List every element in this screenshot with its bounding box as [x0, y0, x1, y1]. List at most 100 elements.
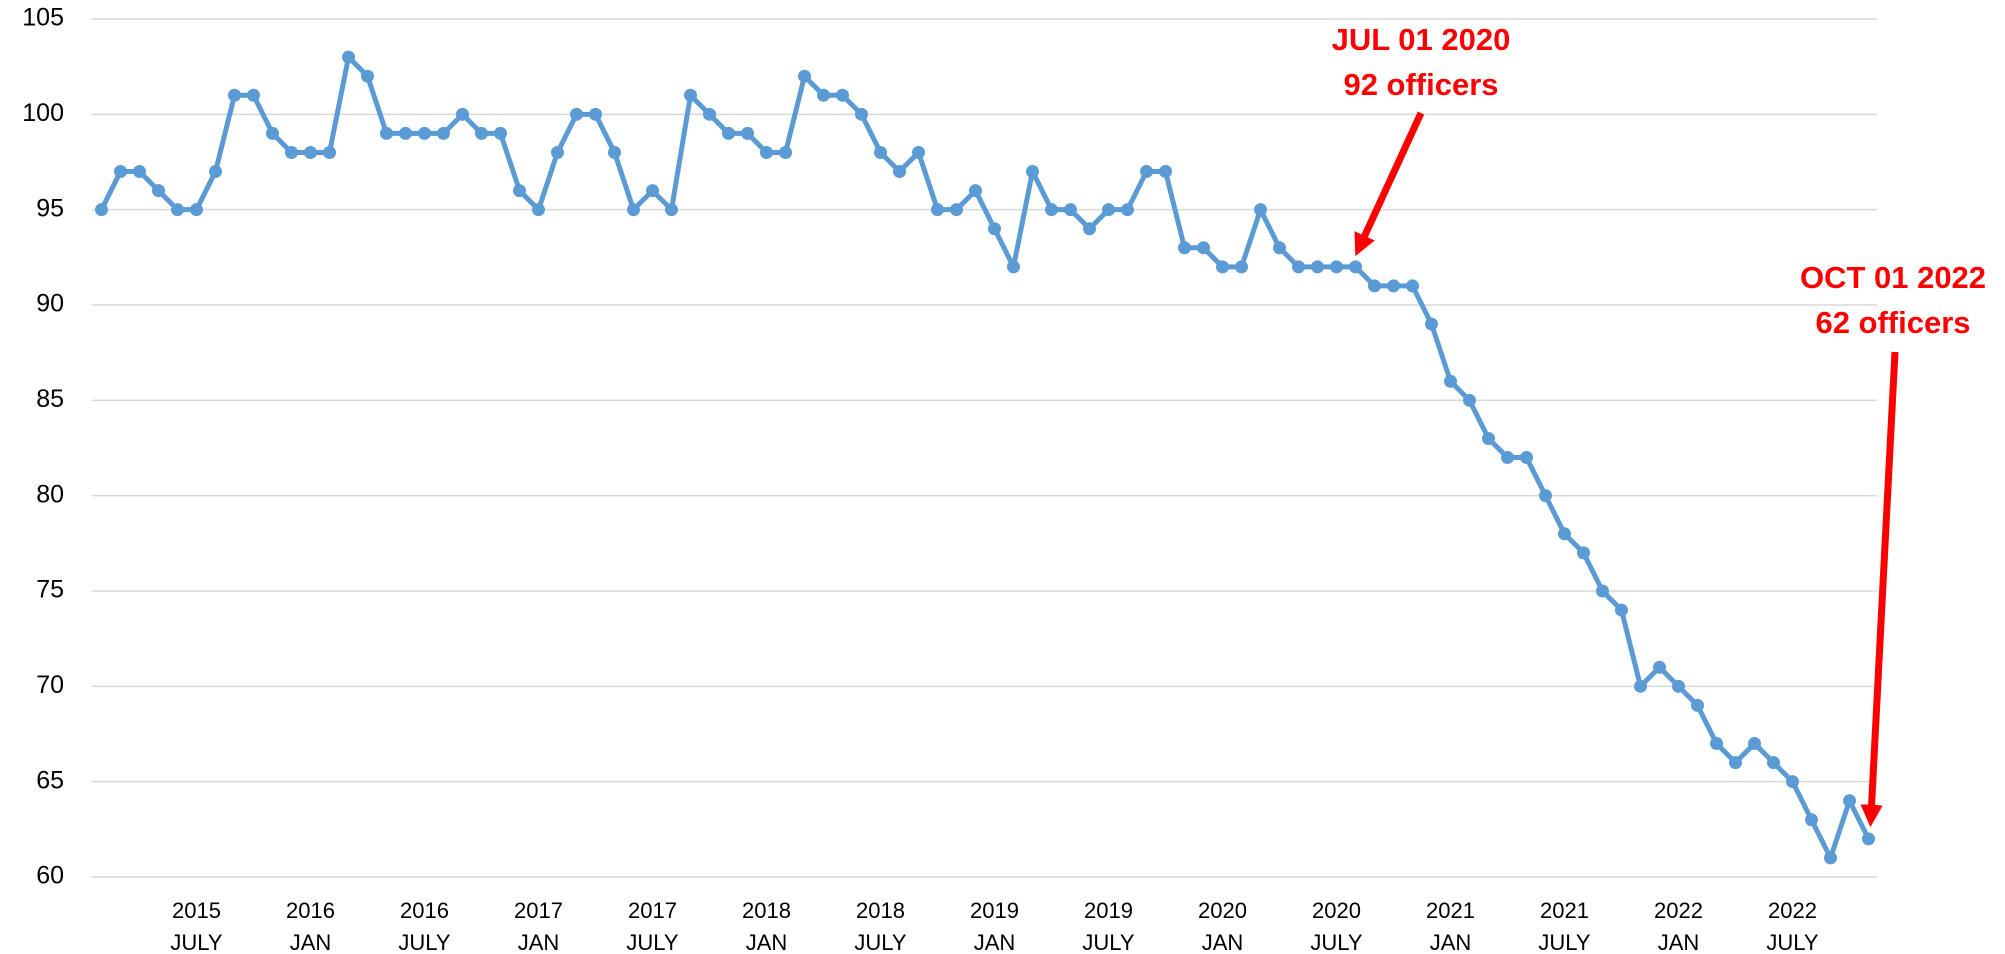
data-point [247, 88, 260, 102]
data-point [1406, 279, 1419, 293]
data-point [874, 145, 887, 159]
x-tick-month: JAN [518, 930, 560, 954]
data-point [665, 203, 678, 217]
data-point [1159, 165, 1172, 179]
data-point [1425, 317, 1438, 331]
data-point [893, 165, 906, 179]
data-point [532, 203, 545, 217]
data-point [931, 203, 944, 217]
data-point [1064, 203, 1077, 217]
y-tick-label: 100 [22, 99, 64, 127]
x-tick-year: 2018 [856, 898, 905, 923]
data-point [1482, 431, 1495, 445]
data-point [152, 184, 165, 198]
data-point [513, 184, 526, 198]
x-tick-month: JULY [1538, 930, 1590, 954]
data-point [1501, 451, 1514, 465]
data-point [228, 88, 241, 102]
data-point [342, 50, 355, 64]
data-point [760, 145, 773, 159]
y-tick-label: 70 [36, 671, 64, 699]
data-point [190, 203, 203, 217]
x-tick-month: JULY [398, 930, 450, 954]
data-point [1615, 603, 1628, 617]
x-tick-year: 2016 [400, 898, 449, 923]
x-tick-year: 2021 [1540, 898, 1589, 923]
x-tick-year: 2018 [742, 898, 791, 923]
data-point [1729, 756, 1742, 770]
x-tick-year: 2019 [1084, 898, 1133, 923]
x-tick-month: JULY [626, 930, 678, 954]
data-point [456, 107, 469, 121]
x-tick-year: 2017 [628, 898, 677, 923]
data-point [741, 126, 754, 140]
x-tick-year: 2022 [1768, 898, 1817, 923]
x-tick-month: JULY [1082, 930, 1134, 954]
data-point [798, 69, 811, 83]
data-point [1216, 260, 1229, 274]
data-point [1805, 813, 1818, 827]
y-tick-label: 90 [36, 290, 64, 318]
data-point [1539, 489, 1552, 503]
annotation-text: JUL 01 2020 [1332, 22, 1511, 57]
data-point [570, 107, 583, 121]
data-point [855, 107, 868, 121]
x-tick-month: JAN [1202, 930, 1244, 954]
data-point [1463, 393, 1476, 407]
data-point [1596, 584, 1609, 598]
data-point [1862, 832, 1875, 846]
data-point [1786, 775, 1799, 789]
data-point [703, 107, 716, 121]
x-tick-year: 2017 [514, 898, 563, 923]
data-point [399, 126, 412, 140]
data-point [1520, 451, 1533, 465]
data-point [912, 145, 925, 159]
data-point [475, 126, 488, 140]
data-point [988, 222, 1001, 236]
data-point [969, 184, 982, 198]
x-tick-year: 2021 [1426, 898, 1475, 923]
data-point [95, 203, 108, 217]
data-point [494, 126, 507, 140]
data-point [646, 184, 659, 198]
data-point [418, 126, 431, 140]
x-tick-year: 2016 [286, 898, 335, 923]
data-line [99, 54, 1871, 861]
data-point [1767, 756, 1780, 770]
data-point [1634, 679, 1647, 693]
y-tick-label: 60 [36, 862, 64, 890]
annotation-arrow [1354, 111, 1425, 257]
data-point [1083, 222, 1096, 236]
data-point [1444, 374, 1457, 388]
x-tick-month: JAN [1430, 930, 1472, 954]
data-point [1311, 260, 1324, 274]
data-point [1672, 679, 1685, 693]
data-point [1197, 241, 1210, 255]
x-tick-year: 2015 [172, 898, 221, 923]
data-point [1349, 260, 1362, 274]
data-point [266, 126, 279, 140]
x-tick-year: 2022 [1654, 898, 1703, 923]
y-tick-label: 80 [36, 480, 64, 508]
y-tick-label: 95 [36, 194, 64, 222]
x-tick-year: 2020 [1312, 898, 1361, 923]
x-tick-month: JULY [1766, 930, 1818, 954]
data-point [1254, 203, 1267, 217]
y-tick-label: 75 [36, 576, 64, 604]
data-point [1178, 241, 1191, 255]
data-point [380, 126, 393, 140]
annotation-arrow [1860, 351, 1899, 828]
data-point [950, 203, 963, 217]
data-point [684, 88, 697, 102]
annotation-text: 92 officers [1343, 67, 1498, 102]
x-tick-year: 2020 [1198, 898, 1247, 923]
data-point [1121, 203, 1134, 217]
data-point [1102, 203, 1115, 217]
data-point [1577, 546, 1590, 560]
x-tick-year: 2019 [970, 898, 1019, 923]
data-point [285, 145, 298, 159]
data-point [551, 145, 564, 159]
data-point [1368, 279, 1381, 293]
data-point [209, 165, 222, 179]
